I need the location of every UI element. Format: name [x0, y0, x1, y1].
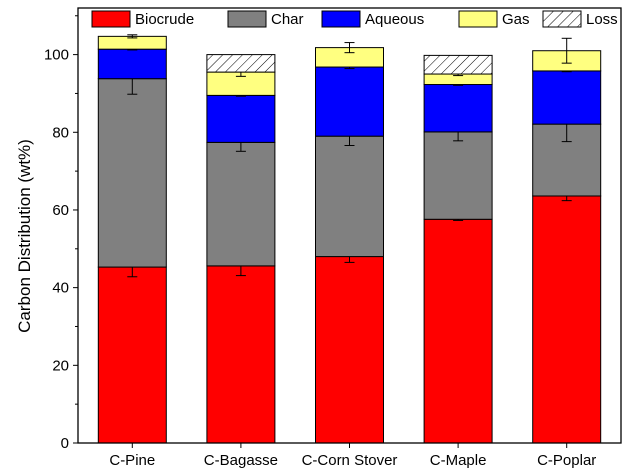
- bar-segment-aqueous-4: [532, 70, 602, 125]
- y-tick-label: 20: [52, 357, 69, 374]
- legend: Biocrude Char Aqueous Gas Loss: [91, 10, 618, 28]
- bar-segment-biocrude-2: [315, 256, 384, 444]
- legend-item-gas: Gas: [458, 10, 530, 28]
- plot-frame: [77, 7, 622, 444]
- bar-segment-char-0: [97, 78, 167, 268]
- error-bar-gas-4: [561, 37, 572, 64]
- legend-swatch: [458, 10, 498, 28]
- legend-item-aqueous: Aqueous: [321, 10, 424, 28]
- x-tick-label: C-Maple: [430, 452, 487, 469]
- x-tick-label: C-Bagasse: [204, 452, 278, 469]
- bar-segment-biocrude-1: [206, 265, 276, 444]
- y-tick-label: 60: [52, 202, 69, 219]
- legend-item-loss: Loss: [542, 10, 618, 28]
- x-tick-label: C-Pine: [109, 452, 155, 469]
- legend-swatch: [321, 10, 361, 28]
- legend-label: Aqueous: [365, 11, 424, 28]
- bar-segment-aqueous-2: [315, 66, 384, 137]
- legend-label: Loss: [586, 11, 618, 28]
- bar-segment-char-2: [315, 135, 384, 258]
- axes-layer: C-Pine C-Bagasse C-Corn Stover C-Maple C-Pop…: [44, 7, 622, 469]
- bar-segment-aqueous-1: [206, 94, 276, 143]
- legend-label: Biocrude: [135, 11, 194, 28]
- bar-segment-biocrude-4: [532, 195, 602, 444]
- x-tick-label: C-Corn Stover: [302, 452, 398, 469]
- error-bar-gas-0: [127, 34, 138, 39]
- bar-segment-char-3: [423, 131, 493, 220]
- legend-label: Char: [271, 11, 304, 28]
- legend-swatch: [91, 10, 131, 28]
- y-tick-label: 40: [52, 280, 69, 297]
- bars-layer: [97, 34, 602, 444]
- legend-label: Gas: [502, 11, 530, 28]
- x-tick-label: C-Poplar: [537, 452, 596, 469]
- legend-item-biocrude: Biocrude: [91, 10, 194, 28]
- error-bar-gas-2: [344, 42, 355, 54]
- y-tick-label: 100: [44, 47, 69, 64]
- bar-segment-loss-1: [206, 54, 276, 73]
- bar-segment-biocrude-0: [97, 266, 167, 444]
- y-axis-title: Carbon Distribution (wt%): [15, 139, 34, 333]
- legend-item-char: Char: [227, 10, 304, 28]
- bar-segment-loss-3: [423, 54, 493, 75]
- bar-segment-char-1: [206, 141, 276, 267]
- bar-segment-biocrude-3: [423, 218, 493, 444]
- y-tick-label: 80: [52, 124, 69, 141]
- bar-segment-aqueous-3: [423, 84, 493, 133]
- y-tick-label: 0: [61, 435, 69, 452]
- legend-swatch: [542, 10, 582, 28]
- legend-swatch: [227, 10, 267, 28]
- bar-segment-aqueous-0: [97, 48, 167, 80]
